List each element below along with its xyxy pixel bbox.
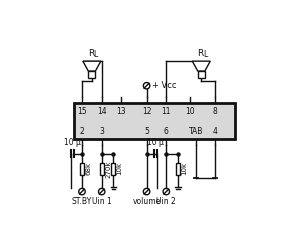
Text: 68k: 68k bbox=[85, 162, 91, 175]
Polygon shape bbox=[83, 61, 101, 71]
Text: 12: 12 bbox=[142, 107, 151, 116]
Text: Uin 1: Uin 1 bbox=[92, 197, 112, 206]
Text: 3: 3 bbox=[99, 127, 104, 136]
Bar bbox=[74, 103, 236, 139]
Text: 15: 15 bbox=[77, 107, 87, 116]
Polygon shape bbox=[192, 61, 210, 71]
Text: 10 µ: 10 µ bbox=[64, 138, 81, 147]
Text: R: R bbox=[88, 49, 94, 58]
Text: volume: volume bbox=[132, 197, 161, 206]
Text: ST.BY: ST.BY bbox=[72, 197, 92, 206]
Bar bbox=[111, 163, 116, 175]
Text: L: L bbox=[203, 50, 207, 59]
Text: 13: 13 bbox=[117, 107, 126, 116]
Text: R: R bbox=[197, 49, 203, 58]
Text: Uin 2: Uin 2 bbox=[156, 197, 176, 206]
Bar bbox=[100, 163, 104, 175]
Bar bbox=[88, 71, 95, 78]
Text: 8: 8 bbox=[212, 107, 217, 116]
Text: L: L bbox=[94, 50, 98, 59]
Text: 4: 4 bbox=[212, 127, 217, 136]
Bar bbox=[198, 71, 205, 78]
Text: 14: 14 bbox=[97, 107, 106, 116]
Text: + Vcc: + Vcc bbox=[152, 81, 176, 90]
Text: 10 µ: 10 µ bbox=[147, 138, 164, 147]
Text: 10: 10 bbox=[185, 107, 194, 116]
Text: 10k: 10k bbox=[181, 162, 187, 175]
Text: 270k: 270k bbox=[105, 160, 111, 178]
Text: 2: 2 bbox=[80, 127, 84, 136]
Bar bbox=[176, 163, 180, 175]
Text: 5: 5 bbox=[144, 127, 149, 136]
Text: 6: 6 bbox=[164, 127, 169, 136]
Bar bbox=[80, 163, 84, 175]
Text: TAB: TAB bbox=[189, 127, 203, 136]
Text: 10k: 10k bbox=[116, 162, 122, 175]
Text: 11: 11 bbox=[162, 107, 171, 116]
